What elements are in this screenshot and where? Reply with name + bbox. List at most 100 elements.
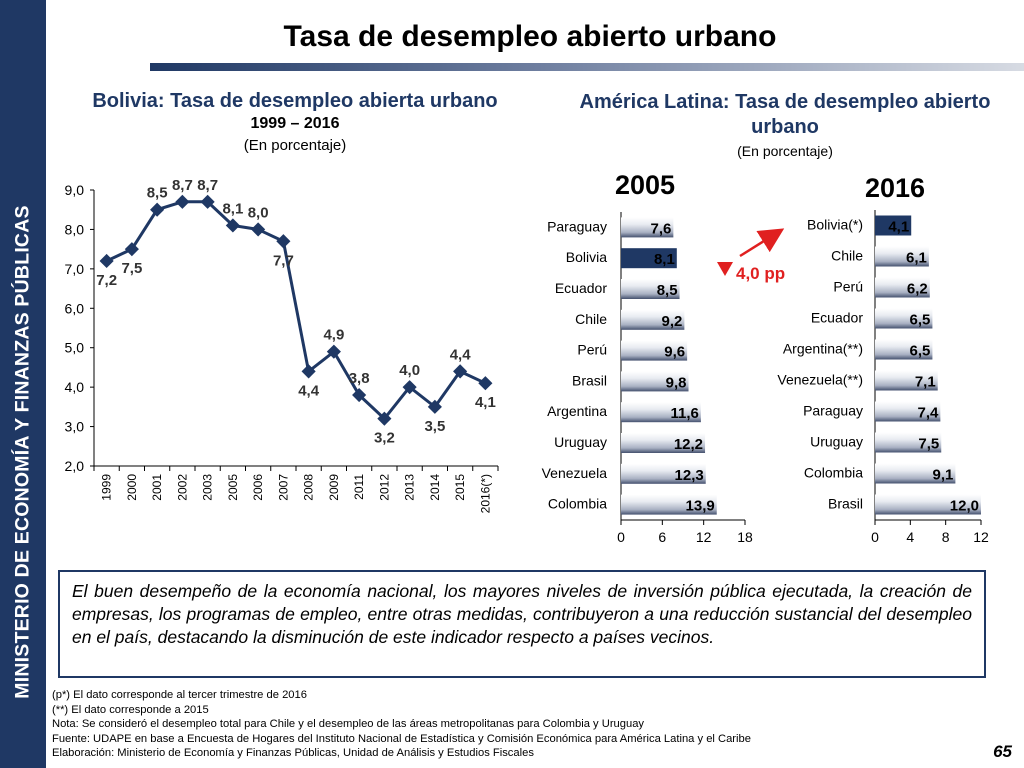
data-label: 8,7: [197, 177, 218, 194]
bar-chart-2005: 2005 0 6 12 18 Paraguay 7,6 Bolivia 8,1 Ecuador 8,…: [542, 170, 753, 545]
bar: [875, 308, 933, 329]
data-label: 9,6: [664, 344, 685, 361]
data-point: [301, 364, 316, 379]
x-tick-label: 8: [942, 529, 950, 545]
data-point: [175, 194, 190, 209]
data-label: 12,3: [675, 467, 704, 484]
data-label: 11,6: [671, 405, 699, 422]
data-label: 3,8: [349, 370, 370, 387]
y-tick-label: 7,0: [65, 261, 85, 277]
line-chart-subtitle: 1999 – 2016: [250, 115, 340, 132]
category-label: Chile: [831, 248, 863, 264]
category-label: Chile: [575, 311, 607, 327]
data-point: [326, 344, 341, 359]
category-label: Venezuela(**): [777, 372, 863, 388]
x-tick-label: 2015: [453, 474, 467, 501]
year-label: 2016: [865, 173, 925, 203]
category-label: Colombia: [804, 465, 863, 481]
down-triangle-icon: [717, 262, 733, 276]
category-label: Brasil: [828, 496, 863, 512]
category-label: Perú: [833, 279, 863, 295]
data-point: [99, 253, 114, 269]
data-label: 13,9: [686, 498, 715, 515]
x-tick-label: 2000: [125, 474, 139, 501]
data-point: [276, 234, 291, 249]
footnote-line: (p*) El dato corresponde al tercer trime…: [52, 689, 307, 701]
category-label: Argentina(**): [783, 341, 863, 357]
x-tick-label: 0: [617, 529, 625, 545]
category-label: Ecuador: [811, 310, 863, 326]
x-tick-label: 2002: [175, 474, 189, 501]
x-tick-label: 2007: [276, 474, 290, 501]
x-tick-label: 2005: [226, 474, 240, 501]
bar: [621, 340, 688, 361]
data-label: 3,2: [374, 430, 395, 447]
x-tick-label: 4: [906, 529, 914, 545]
data-label: 6,1: [906, 250, 927, 267]
x-tick-label: 2013: [403, 474, 417, 501]
data-label: 6,2: [907, 281, 928, 298]
data-label: 6,5: [910, 343, 931, 360]
data-label: 7,5: [918, 436, 939, 453]
data-label: 7,7: [273, 252, 294, 269]
bar: [621, 402, 701, 423]
category-label: Bolivia(*): [807, 217, 863, 233]
x-tick-label: 2003: [201, 474, 215, 501]
x-tick-label: 12: [696, 529, 712, 545]
annotation-label: 4,0 pp: [736, 264, 785, 283]
bar: [875, 339, 933, 360]
data-label: 4,4: [298, 382, 320, 399]
bar: [621, 279, 680, 299]
footnotes: (p*) El dato corresponde al tercer trime…: [52, 688, 751, 761]
bar: [621, 463, 706, 484]
y-tick-label: 8,0: [65, 221, 85, 237]
data-point: [200, 194, 215, 209]
category-label: Venezuela: [542, 465, 608, 481]
page-title: Tasa de desempleo abierto urbano: [283, 20, 777, 53]
bar: [875, 370, 938, 391]
line-chart-title: Bolivia: Tasa de desempleo abierta urban…: [92, 90, 498, 112]
bar: [621, 494, 717, 515]
y-tick-label: 3,0: [65, 419, 85, 435]
bar-charts-unit: (En porcentaje): [737, 143, 833, 159]
summary-text: El buen desempeño de la economía naciona…: [72, 581, 972, 648]
category-label: Colombia: [548, 496, 607, 512]
category-label: Perú: [577, 342, 607, 358]
x-tick-label: 2011: [352, 474, 366, 500]
data-label: 7,6: [650, 220, 671, 237]
data-label: 8,7: [172, 177, 193, 194]
data-label: 4,9: [323, 327, 344, 344]
bar: [621, 433, 706, 453]
bar: [875, 246, 929, 267]
data-point: [225, 218, 240, 233]
y-tick-label: 5,0: [65, 340, 85, 356]
data-point: [453, 364, 468, 379]
category-label: Paraguay: [547, 218, 607, 234]
data-point: [352, 387, 367, 403]
data-label: 8,1: [654, 251, 675, 268]
bar-charts-title: América Latina: Tasa de desempleo abiert…: [579, 91, 991, 138]
y-tick-label: 9,0: [65, 182, 85, 198]
bar: [875, 463, 956, 484]
x-tick-label: 2012: [377, 474, 391, 501]
data-label: 4,1: [475, 394, 496, 411]
line-chart-unit: (En porcentaje): [243, 137, 347, 154]
x-tick-label: 12: [973, 529, 989, 545]
footnote-line: (**) El dato corresponde a 2015: [52, 703, 209, 716]
footnote-line: Fuente: UDAPE en base a Encuesta de Hoga…: [52, 732, 751, 745]
category-label: Paraguay: [803, 403, 863, 419]
year-label: 2005: [615, 170, 675, 200]
bar: [875, 432, 942, 453]
data-point: [427, 399, 442, 414]
data-point: [377, 411, 392, 426]
bar: [621, 371, 689, 392]
sidebar-banner: MINISTERIO DE ECONOMÍA Y FINANZAS PÚBLIC…: [0, 0, 46, 768]
title-rule: [150, 63, 1024, 71]
data-label: 7,4: [918, 405, 940, 422]
x-tick-label: 2001: [150, 474, 164, 501]
data-label: 7,5: [121, 260, 142, 277]
data-point: [478, 376, 493, 391]
bar: [621, 248, 677, 269]
data-label: 7,2: [96, 272, 117, 289]
